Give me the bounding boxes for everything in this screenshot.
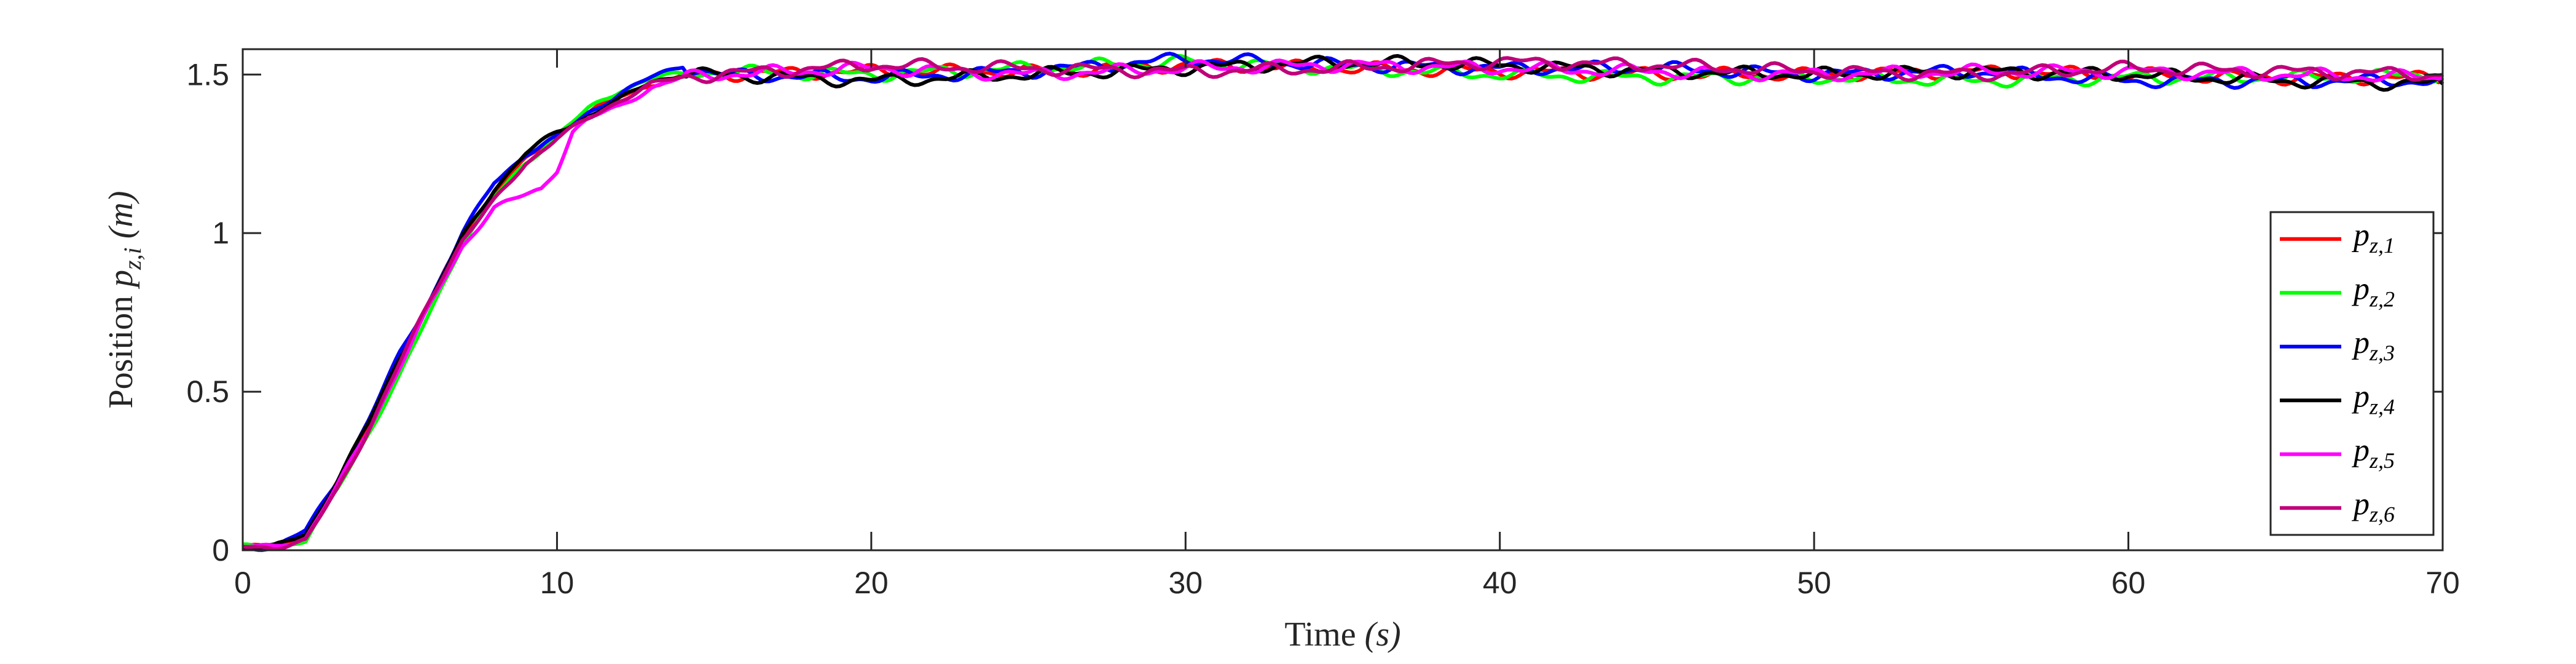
- x-axis-label-main: Time: [1284, 615, 1364, 654]
- legend-label-main: p: [2351, 433, 2370, 468]
- legend-label-4: pz,4: [2351, 379, 2395, 419]
- legend: pz,1pz,2pz,3pz,4pz,5pz,6: [2269, 211, 2435, 536]
- x-tick-label: 50: [1797, 566, 1831, 600]
- legend-label-sub: z,1: [2369, 233, 2395, 258]
- x-tick-label: 70: [2425, 566, 2460, 600]
- y-tick-label: 0.5: [186, 374, 229, 409]
- legend-label-5: pz,5: [2351, 433, 2395, 473]
- x-tick-label: 60: [2111, 566, 2146, 600]
- legend-label-6: pz,6: [2351, 486, 2395, 526]
- legend-label-main: p: [2351, 271, 2370, 306]
- y-axis-label-var: p: [102, 270, 140, 290]
- legend-label-sub: z,5: [2369, 448, 2395, 473]
- y-tick-label: 1.5: [186, 57, 229, 92]
- legend-label-sub: z,2: [2369, 287, 2395, 311]
- legend-box: [2269, 211, 2435, 536]
- series-line-1: [242, 58, 2444, 549]
- series-line-6: [242, 56, 2443, 551]
- y-axis-label: Position pz,i (m): [102, 191, 146, 408]
- y-axis-label-unit: (m): [102, 191, 140, 247]
- legend-label-main: p: [2351, 486, 2370, 521]
- legend-label-sub: z,3: [2369, 341, 2395, 365]
- legend-label-2: pz,2: [2351, 271, 2395, 311]
- legend-label-1: pz,1: [2351, 218, 2395, 258]
- x-tick-label: 20: [854, 566, 889, 600]
- y-axis-label-main: Position: [102, 287, 140, 409]
- legend-label-sub: z,4: [2369, 394, 2395, 419]
- x-tick-label: 40: [1483, 566, 1517, 600]
- series-layer: [242, 52, 2444, 552]
- x-tick-label: 0: [234, 566, 251, 600]
- x-tick-label: 10: [540, 566, 575, 600]
- legend-label-sub: z,6: [2369, 502, 2395, 526]
- y-tick-label: 1: [212, 216, 229, 250]
- x-axis-label: Time (s): [1284, 615, 1400, 654]
- legend-label-main: p: [2351, 379, 2370, 414]
- legend-label-main: p: [2351, 218, 2370, 253]
- y-tick-label: 0: [212, 533, 229, 567]
- legend-label-3: pz,3: [2351, 325, 2395, 365]
- plot-frame: [242, 48, 2444, 551]
- axes-layer: 0 10 20 30 40 50 60 70 0 0.5 1 1.5: [186, 48, 2460, 600]
- x-axis-label-unit: (s): [1365, 615, 1401, 654]
- x-tick-label: 30: [1168, 566, 1203, 600]
- y-axis-label-sub: z,i: [119, 247, 146, 271]
- legend-label-main: p: [2351, 325, 2370, 360]
